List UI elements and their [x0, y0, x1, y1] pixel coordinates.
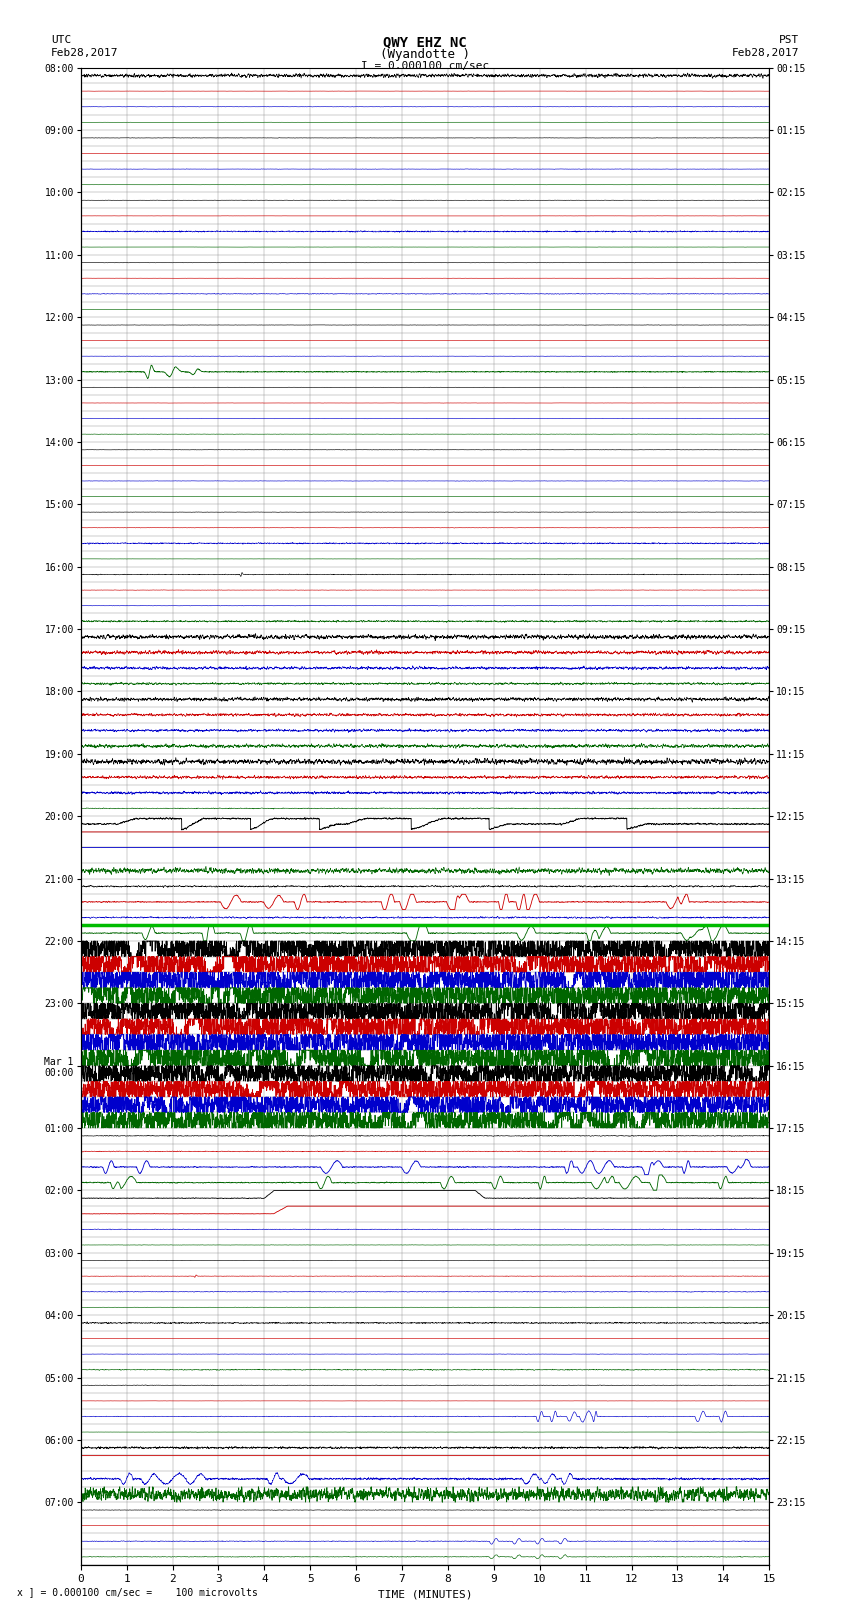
X-axis label: TIME (MINUTES): TIME (MINUTES) [377, 1590, 473, 1600]
Text: Feb28,2017: Feb28,2017 [51, 48, 118, 58]
Text: (Wyandotte ): (Wyandotte ) [380, 48, 470, 61]
Text: I = 0.000100 cm/sec: I = 0.000100 cm/sec [361, 61, 489, 71]
Text: x ] = 0.000100 cm/sec =    100 microvolts: x ] = 0.000100 cm/sec = 100 microvolts [17, 1587, 258, 1597]
Text: UTC: UTC [51, 35, 71, 45]
Text: QWY EHZ NC: QWY EHZ NC [383, 35, 467, 50]
Text: PST: PST [779, 35, 799, 45]
Text: Feb28,2017: Feb28,2017 [732, 48, 799, 58]
